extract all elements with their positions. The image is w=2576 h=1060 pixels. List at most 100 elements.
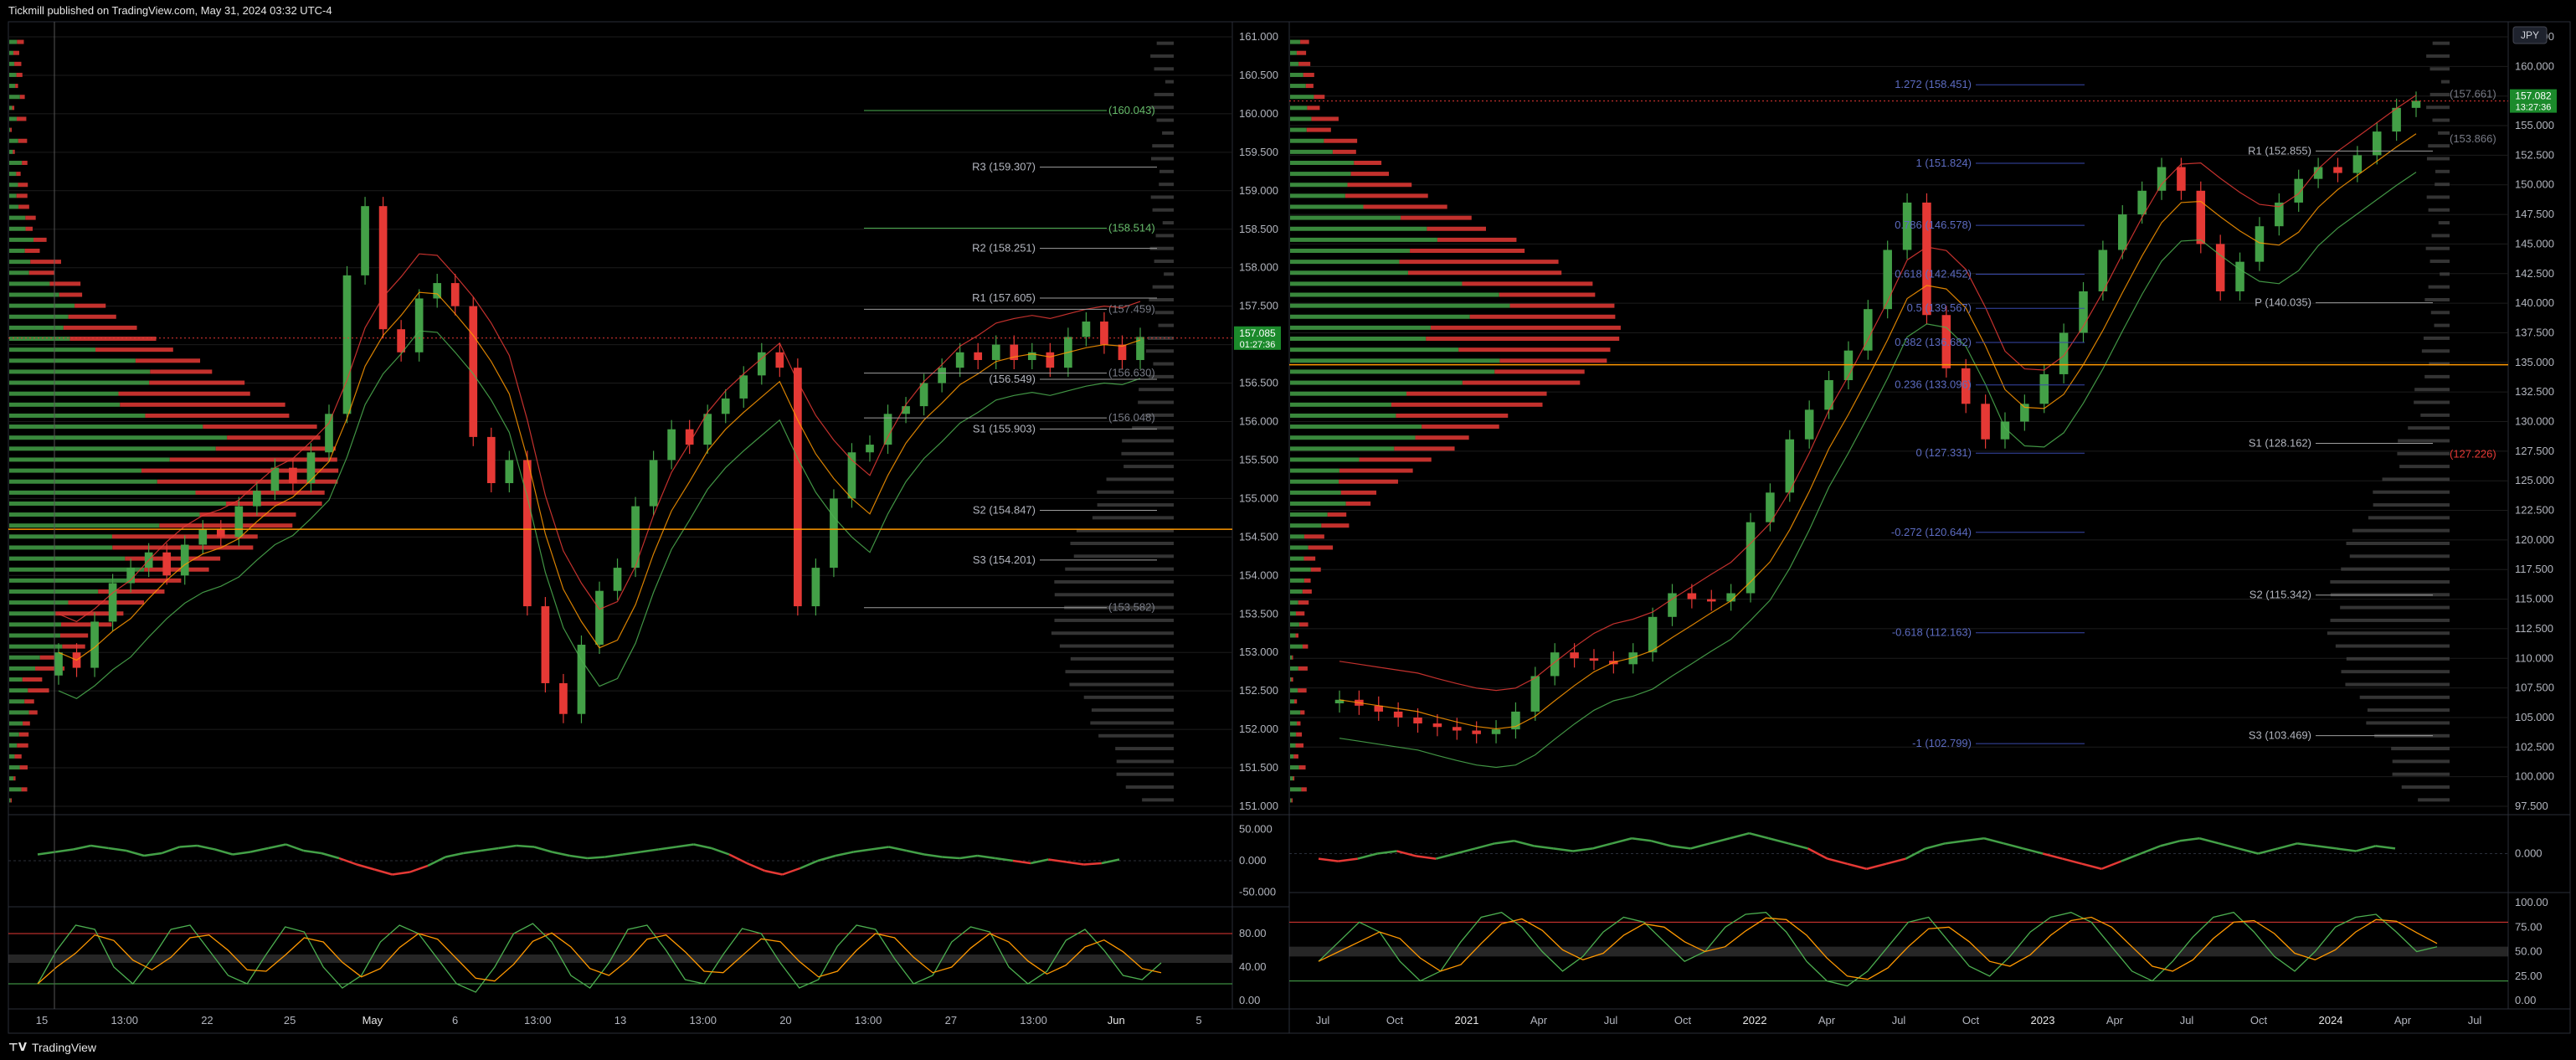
right-candle-body: [1432, 723, 1442, 728]
right-volume-profile-right-bar: [2432, 41, 2450, 45]
left-volume-profile-bar-buy: [9, 578, 128, 583]
left-volume-profile-bar-sell: [10, 127, 12, 132]
right-volume-profile-right-bar: [2335, 644, 2450, 648]
left-momentum-segment: [923, 853, 943, 858]
right-volume-profile-right-bar: [2327, 631, 2450, 635]
left-momentum-segment: [942, 856, 960, 860]
right-volume-profile-bar-sell: [1494, 369, 1585, 374]
right-candle-body: [2000, 421, 2010, 440]
right-price-tick: 147.500: [2515, 208, 2554, 220]
right-time-tick: Jul: [1316, 1014, 1330, 1027]
left-volume-profile-right-bar: [1152, 285, 1174, 289]
right-momentum-segment: [2023, 847, 2044, 855]
left-volume-profile-bar-buy: [9, 337, 70, 342]
left-momentum-segment: [1012, 859, 1031, 865]
left-volume-profile-right-bar: [1154, 92, 1174, 96]
right-volume-profile-bar-sell: [1305, 84, 1314, 89]
right-volume-profile-bar-buy: [1290, 337, 1427, 342]
right-price-tick: 150.000: [2515, 178, 2554, 191]
right-volume-profile-bar-buy: [1290, 358, 1500, 363]
right-momentum-segment: [2316, 845, 2337, 850]
right-momentum-segment: [2296, 842, 2317, 847]
right-price-tick: 140.000: [2515, 296, 2554, 309]
right-momentum-segment: [1534, 845, 1554, 850]
left-volume-profile-bar-sell: [17, 743, 28, 748]
right-volume-profile-bar-buy: [1290, 204, 1364, 209]
left-volume-profile-bar-sell: [203, 425, 317, 430]
right-candle-body: [2177, 167, 2186, 191]
left-pivot-label: R3 (159.307): [972, 161, 1036, 173]
right-momentum-segment: [1553, 847, 1574, 852]
left-volume-profile-bar-buy: [9, 468, 141, 473]
left-pivot-label: S2 (154.847): [973, 503, 1036, 516]
right-momentum-segment: [1945, 840, 1965, 845]
right-volume-profile-bar-buy: [1290, 523, 1322, 528]
left-pivot-label: R2 (158.251): [972, 242, 1036, 255]
right-price-tick: 130.000: [2515, 415, 2554, 428]
right-volume-profile-bar-buy: [1290, 39, 1301, 44]
left-candle-body: [1100, 322, 1108, 345]
right-volume-profile-right-bar: [2367, 708, 2450, 713]
publish-header: Tickmill published on TradingView.com, M…: [0, 0, 2576, 20]
left-volume-profile-bar-buy: [9, 61, 15, 66]
right-momentum-segment: [1357, 852, 1378, 860]
right-volume-profile-right-bar: [2440, 80, 2450, 84]
left-momentum-segment: [481, 846, 499, 852]
left-momentum-tick: -50.000: [1239, 886, 1276, 898]
right-volume-profile-bar-buy: [1290, 325, 1431, 330]
left-volume-profile-bar-sell: [120, 402, 285, 407]
right-volume-profile-bar-sell: [1437, 237, 1517, 242]
tradingview-brand[interactable]: ⊤V TradingView: [8, 1041, 96, 1054]
left-volume-profile-bar-buy: [9, 270, 29, 275]
right-volume-profile-bar-buy: [1290, 688, 1298, 693]
left-volume-profile-bar-sell: [18, 183, 28, 188]
right-time-tick: Apr: [1530, 1014, 1548, 1027]
left-volume-profile-bar-sell: [13, 776, 16, 781]
left-volume-profile-right-bar: [1138, 400, 1174, 404]
right-candle-body: [2196, 190, 2206, 244]
left-volume-profile-bar-buy: [9, 292, 59, 297]
right-volume-profile-bar-sell: [1295, 743, 1304, 748]
left-volume-profile-bar-sell: [144, 567, 209, 572]
left-band-line: [58, 291, 1141, 661]
right-volume-profile-bar-buy: [1290, 589, 1303, 594]
left-volume-profile-bar-sell: [25, 215, 36, 220]
right-volume-profile-bar-sell: [1311, 116, 1339, 121]
right-stochastic-tick: 50.00: [2515, 945, 2543, 958]
left-price-tick: 155.500: [1239, 453, 1278, 466]
left-volume-profile-bar-sell: [33, 237, 47, 242]
left-volume-profile-bar-sell: [13, 149, 15, 154]
right-volume-profile-bar-buy: [1290, 237, 1437, 242]
right-candle-body: [1668, 593, 1677, 617]
left-momentum-segment: [73, 844, 91, 851]
right-candle-body: [1706, 599, 1716, 602]
left-candle-body: [703, 414, 712, 445]
left-momentum-segment: [888, 846, 908, 852]
left-candle-body: [234, 506, 244, 538]
left-candle-body: [289, 467, 297, 484]
right-volume-profile-bar-sell: [1298, 622, 1309, 627]
left-volume-profile-bar-sell: [62, 644, 85, 649]
right-price-tick: 102.500: [2515, 740, 2554, 753]
left-volume-profile-bar-buy: [9, 72, 17, 77]
left-volume-profile-bar-sell: [19, 95, 25, 100]
left-volume-profile-right-bar: [1070, 542, 1174, 546]
left-candle-body: [469, 306, 478, 437]
right-momentum-segment: [1318, 857, 1339, 862]
left-volume-profile-right-bar: [1155, 234, 1174, 238]
left-candle-body: [685, 429, 694, 445]
right-last-price-countdown: 13:27:36: [2516, 103, 2552, 113]
left-volume-profile-bar-sell: [199, 512, 296, 517]
left-volume-profile-right-bar: [1051, 631, 1174, 635]
right-momentum-segment: [1338, 857, 1358, 862]
right-candle-body: [2372, 131, 2382, 156]
left-candle-body: [54, 652, 63, 676]
right-volume-profile-right-bar: [2340, 605, 2450, 610]
left-stochastic-tick: 40.00: [1239, 960, 1267, 973]
left-volume-profile-bar-buy: [9, 95, 20, 100]
right-volume-profile-right-bar: [2424, 374, 2450, 378]
right-extra-label: (153.866): [2450, 132, 2496, 145]
left-volume-profile-bar-sell: [14, 61, 22, 66]
right-time-tick: 2023: [2031, 1014, 2055, 1027]
